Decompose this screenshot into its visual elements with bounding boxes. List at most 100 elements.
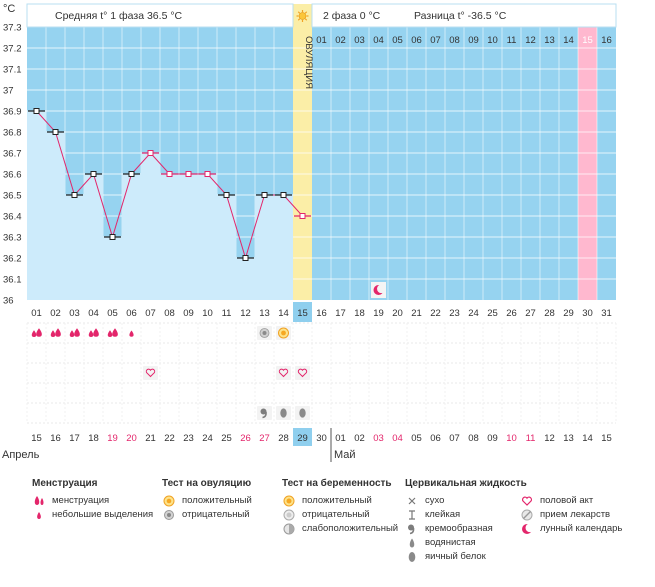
cycle-day-label: 12	[240, 308, 251, 319]
small-discharge-icon	[129, 330, 134, 337]
cycle-day-label: 06	[126, 308, 137, 319]
legend-item: менструация	[32, 494, 153, 508]
temperature-bar	[84, 174, 103, 300]
top-day-label: 13	[544, 35, 555, 46]
top-day-label: 09	[468, 35, 479, 46]
drop-icon	[93, 328, 99, 337]
temperature-point	[166, 171, 173, 177]
temperature-point	[147, 150, 154, 156]
legend-group: Тест на беременность положительный отрицат…	[282, 478, 398, 536]
date-label: 04	[392, 433, 403, 444]
legend-group: половой акт прием лекарств лунный календар…	[520, 478, 622, 536]
y-tick-label: 37	[3, 86, 14, 97]
legend-item-label: кремообразная	[425, 523, 493, 534]
drop-small-icon	[32, 509, 46, 521]
legend-item: водянистая	[405, 536, 527, 550]
phase1-header	[26, 3, 294, 28]
drop-icon	[107, 330, 113, 337]
date-label: 03	[373, 433, 384, 444]
cycle-day-label: 02	[50, 308, 61, 319]
moon-icon	[520, 523, 535, 535]
legend-item: отрицательный	[162, 508, 252, 522]
legend-item-label: водянистая	[425, 537, 476, 548]
icon-cell	[295, 366, 310, 380]
cycle-day-label: 24	[468, 308, 479, 319]
ovulation-column	[293, 4, 312, 300]
cycle-day-label: 23	[449, 308, 460, 319]
temperature-bar	[141, 153, 160, 300]
y-tick-label: 36.2	[3, 254, 22, 265]
date-label: 15	[601, 433, 612, 444]
y-tick-label: 36.4	[3, 212, 22, 223]
legend: Менструация менструация небольшие выделени…	[0, 478, 655, 587]
temperature-point	[242, 255, 249, 261]
cycle-day-label: 21	[411, 308, 422, 319]
legend-item: прием лекарств	[520, 508, 622, 522]
top-day-label: 11	[507, 35, 517, 46]
cycle-day-label: 16	[316, 308, 327, 319]
temperature-difference: Разница t° -36.5 °C	[414, 10, 507, 22]
cycle-day-label: 22	[430, 308, 441, 319]
date-label: 25	[221, 433, 232, 444]
creamy-icon	[260, 408, 267, 419]
legend-item: небольшие выделения	[32, 508, 153, 522]
legend-item: клейкая	[405, 508, 527, 522]
top-day-label: 10	[487, 35, 498, 46]
legend-group: Тест на овуляцию положительный отрицательн…	[162, 478, 252, 522]
top-day-label: 15	[582, 35, 593, 46]
ovulation-test-positive-icon	[278, 327, 289, 339]
cycle-day-label: 29	[563, 308, 574, 319]
y-tick-label: 36.5	[3, 191, 22, 202]
menstruation-icon	[31, 328, 42, 337]
drop-large-icon	[32, 495, 46, 507]
date-label: 10	[506, 433, 517, 444]
cycle-day-label: 10	[202, 308, 213, 319]
y-tick-label: 36.1	[3, 275, 22, 286]
cycle-day-label: 05	[107, 308, 118, 319]
legend-item-label: яичный белок	[425, 551, 486, 562]
legend-item: кремообразная	[405, 522, 527, 536]
pill-icon	[520, 509, 534, 521]
legend-item-label: положительный	[302, 495, 372, 506]
temperature-point	[204, 171, 211, 177]
date-label: 05	[411, 433, 422, 444]
y-unit-label: °C	[3, 3, 15, 15]
temperature-bar	[103, 237, 122, 300]
legend-item: лунный календарь	[520, 522, 622, 536]
date-label: 12	[544, 433, 555, 444]
cycle-day-label: 25	[487, 308, 498, 319]
phase1-avg: Средняя t° 1 фаза 36.5 °C	[55, 10, 183, 22]
ovulation-label: ОВУЛЯЦИЯ	[303, 36, 314, 89]
temperature-bar	[255, 195, 274, 300]
temperature-bar	[160, 174, 179, 300]
heart-icon	[520, 495, 534, 507]
month-april-label: Апрель	[2, 449, 40, 461]
temperature-bar	[65, 195, 84, 300]
watery-icon	[299, 408, 306, 418]
cycle-day-label: 20	[392, 308, 403, 319]
temperature-bar	[236, 258, 255, 300]
top-day-label: 02	[335, 35, 346, 46]
drop-icon	[55, 328, 61, 337]
y-tick-label: 36.7	[3, 149, 22, 160]
drop-icon	[112, 328, 118, 337]
cycle-day-label: 11	[222, 308, 232, 319]
cycle-day-label: 09	[183, 308, 194, 319]
date-label: 17	[69, 433, 80, 444]
sun-gray-icon	[162, 509, 176, 521]
cycle-day-label: 08	[164, 308, 175, 319]
legend-group-title: Цервикальная жидкость	[405, 478, 527, 489]
cycle-day-label: 07	[145, 308, 156, 319]
temperature-point	[33, 108, 40, 114]
cycle-day-label: 31	[601, 308, 612, 319]
top-day-label: 16	[601, 35, 612, 46]
date-label: 26	[240, 433, 251, 444]
temperature-point	[90, 171, 97, 177]
y-tick-label: 36.6	[3, 170, 22, 181]
drop-icon	[74, 328, 80, 337]
temperature-point	[109, 234, 116, 240]
top-day-label: 05	[392, 35, 403, 46]
menstruation-icon	[107, 328, 118, 337]
highlight-column	[578, 27, 597, 300]
legend-item: положительный	[282, 494, 398, 508]
